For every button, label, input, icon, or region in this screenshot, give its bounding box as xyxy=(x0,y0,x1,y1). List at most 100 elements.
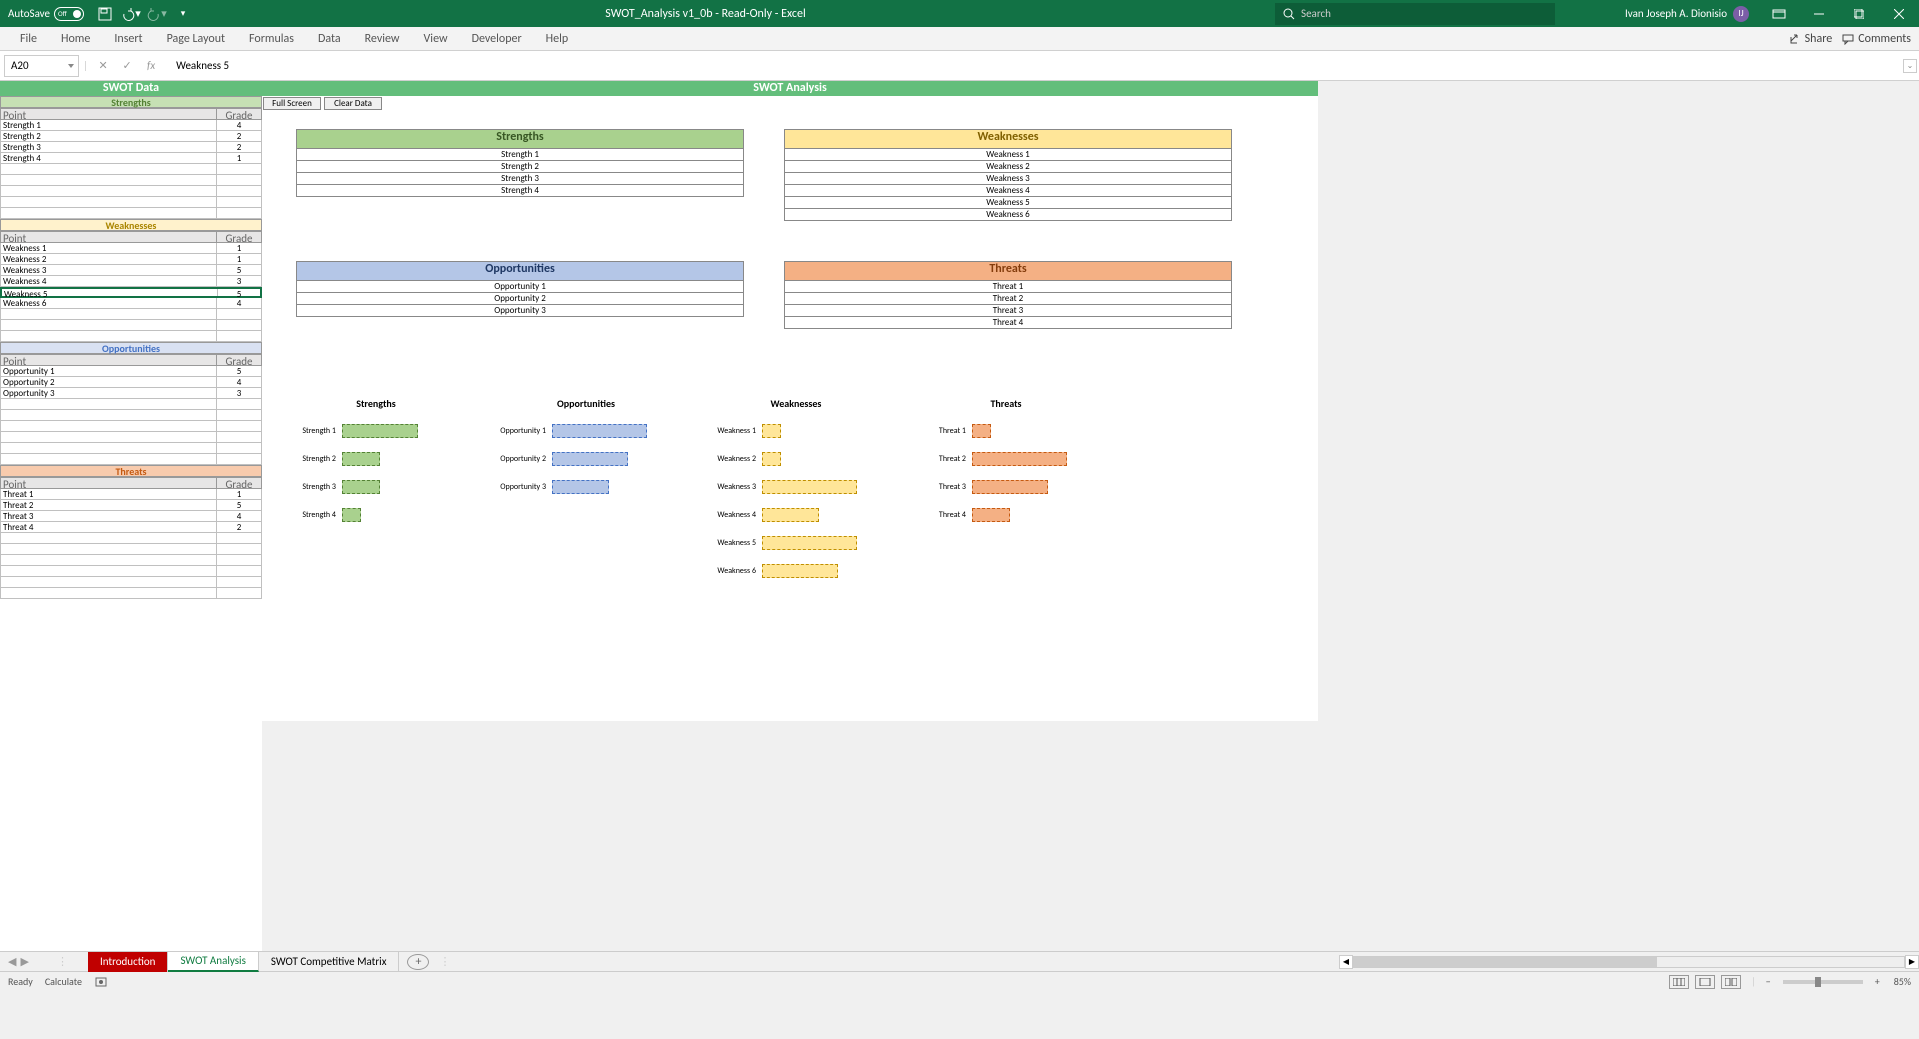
horizontal-scrollbar[interactable]: ◀ ▶ xyxy=(1339,955,1919,969)
undo-button[interactable]: ▾ xyxy=(120,3,142,25)
autosave-toggle[interactable]: Off xyxy=(54,7,84,21)
cell-point[interactable]: Strength 3 xyxy=(1,142,216,152)
data-row[interactable]: Opportunity 1 5 xyxy=(0,366,262,377)
empty-row[interactable] xyxy=(0,186,262,197)
empty-row[interactable] xyxy=(0,577,262,588)
cell-point[interactable]: Weakness 1 xyxy=(1,243,216,253)
save-button[interactable] xyxy=(94,3,116,25)
cell-grade[interactable]: 2 xyxy=(216,522,261,532)
data-row[interactable]: Strength 2 2 xyxy=(0,131,262,142)
cell-point[interactable]: Opportunity 3 xyxy=(1,388,216,398)
cell-point[interactable]: Threat 1 xyxy=(1,489,216,499)
page-break-view-button[interactable] xyxy=(1721,975,1741,989)
add-sheet-button[interactable]: + xyxy=(407,954,429,970)
scroll-track[interactable] xyxy=(1353,956,1905,968)
ribbon-tab-review[interactable]: Review xyxy=(353,27,412,51)
fx-button[interactable]: fx xyxy=(142,57,160,75)
cell-point[interactable]: Weakness 5 xyxy=(2,289,217,296)
cell-grade[interactable]: 3 xyxy=(216,276,261,286)
cell-point[interactable]: Threat 4 xyxy=(1,522,216,532)
cell-grade[interactable]: 5 xyxy=(216,265,261,275)
zoom-thumb[interactable] xyxy=(1815,977,1821,987)
cell-grade[interactable]: 1 xyxy=(216,489,261,499)
empty-row[interactable] xyxy=(0,544,262,555)
cell-grade[interactable]: 4 xyxy=(216,120,261,130)
empty-row[interactable] xyxy=(0,566,262,577)
cell-point[interactable]: Opportunity 1 xyxy=(1,366,216,376)
empty-row[interactable] xyxy=(0,454,262,465)
data-row[interactable]: Strength 1 4 xyxy=(0,120,262,131)
data-row[interactable]: Opportunity 2 4 xyxy=(0,377,262,388)
empty-row[interactable] xyxy=(0,309,262,320)
data-row[interactable]: Threat 4 2 xyxy=(0,522,262,533)
data-row[interactable]: Threat 2 5 xyxy=(0,500,262,511)
cell-point[interactable]: Strength 4 xyxy=(1,153,216,163)
data-row[interactable]: Weakness 3 5 xyxy=(0,265,262,276)
normal-view-button[interactable] xyxy=(1669,975,1689,989)
tab-nav-prev[interactable]: ◀ xyxy=(8,955,16,968)
data-row[interactable]: Strength 3 2 xyxy=(0,142,262,153)
share-button[interactable]: Share xyxy=(1789,32,1833,46)
ribbon-tab-view[interactable]: View xyxy=(412,27,460,51)
cell-point[interactable]: Strength 2 xyxy=(1,131,216,141)
cell-grade[interactable]: 5 xyxy=(217,289,260,296)
data-row[interactable]: Weakness 4 3 xyxy=(0,276,262,287)
cell-grade[interactable]: 4 xyxy=(216,298,261,308)
macro-record-icon[interactable] xyxy=(94,976,108,988)
cell-point[interactable]: Threat 2 xyxy=(1,500,216,510)
page-layout-view-button[interactable] xyxy=(1695,975,1715,989)
ribbon-display-button[interactable] xyxy=(1759,0,1799,27)
empty-row[interactable] xyxy=(0,432,262,443)
sheet-tab-introduction[interactable]: Introduction xyxy=(88,952,169,972)
empty-row[interactable] xyxy=(0,331,262,342)
redo-button[interactable]: ▾ xyxy=(146,3,168,25)
zoom-out-button[interactable]: − xyxy=(1766,975,1771,988)
cell-grade[interactable]: 3 xyxy=(216,388,261,398)
search-box[interactable]: Search xyxy=(1275,3,1555,25)
zoom-slider[interactable] xyxy=(1783,980,1863,984)
empty-row[interactable] xyxy=(0,443,262,454)
empty-row[interactable] xyxy=(0,421,262,432)
cell-point[interactable]: Weakness 4 xyxy=(1,276,216,286)
cell-point[interactable]: Threat 3 xyxy=(1,511,216,521)
fullscreen-button[interactable]: Full Screen xyxy=(263,97,321,110)
ribbon-tab-page-layout[interactable]: Page Layout xyxy=(155,27,237,51)
accept-formula-button[interactable]: ✓ xyxy=(118,57,136,75)
empty-row[interactable] xyxy=(0,533,262,544)
sheet-tab-swot-analysis[interactable]: SWOT Analysis xyxy=(168,952,258,972)
scroll-right-button[interactable]: ▶ xyxy=(1905,955,1919,969)
name-box[interactable]: A20 xyxy=(4,55,79,77)
scroll-thumb[interactable] xyxy=(1354,957,1657,967)
comments-button[interactable]: Comments xyxy=(1842,32,1911,46)
qat-customize[interactable]: ▾ xyxy=(172,3,194,25)
formula-input[interactable] xyxy=(166,55,1903,77)
ribbon-tab-formulas[interactable]: Formulas xyxy=(237,27,306,51)
data-row[interactable]: Strength 4 1 xyxy=(0,153,262,164)
minimize-button[interactable] xyxy=(1799,0,1839,27)
cell-point[interactable]: Opportunity 2 xyxy=(1,377,216,387)
cell-grade[interactable]: 1 xyxy=(216,153,261,163)
data-row[interactable]: Threat 3 4 xyxy=(0,511,262,522)
tab-nav-next[interactable]: ▶ xyxy=(20,955,28,968)
cell-grade[interactable]: 4 xyxy=(216,511,261,521)
cell-grade[interactable]: 4 xyxy=(216,377,261,387)
data-row[interactable]: Threat 1 1 xyxy=(0,489,262,500)
cell-point[interactable]: Weakness 2 xyxy=(1,254,216,264)
cell-grade[interactable]: 2 xyxy=(216,142,261,152)
cancel-formula-button[interactable]: ✕ xyxy=(94,57,112,75)
empty-row[interactable] xyxy=(0,208,262,219)
zoom-in-button[interactable]: + xyxy=(1875,975,1880,988)
empty-row[interactable] xyxy=(0,555,262,566)
formula-expand[interactable]: ⌄ xyxy=(1903,59,1917,73)
cell-grade[interactable]: 1 xyxy=(216,243,261,253)
cell-grade[interactable]: 5 xyxy=(216,500,261,510)
cell-point[interactable]: Weakness 3 xyxy=(1,265,216,275)
empty-row[interactable] xyxy=(0,197,262,208)
empty-row[interactable] xyxy=(0,410,262,421)
data-row[interactable]: Opportunity 3 3 xyxy=(0,388,262,399)
ribbon-tab-developer[interactable]: Developer xyxy=(460,27,534,51)
data-row[interactable]: Weakness 6 4 xyxy=(0,298,262,309)
scroll-left-button[interactable]: ◀ xyxy=(1339,955,1353,969)
ribbon-tab-help[interactable]: Help xyxy=(534,27,581,51)
empty-row[interactable] xyxy=(0,175,262,186)
